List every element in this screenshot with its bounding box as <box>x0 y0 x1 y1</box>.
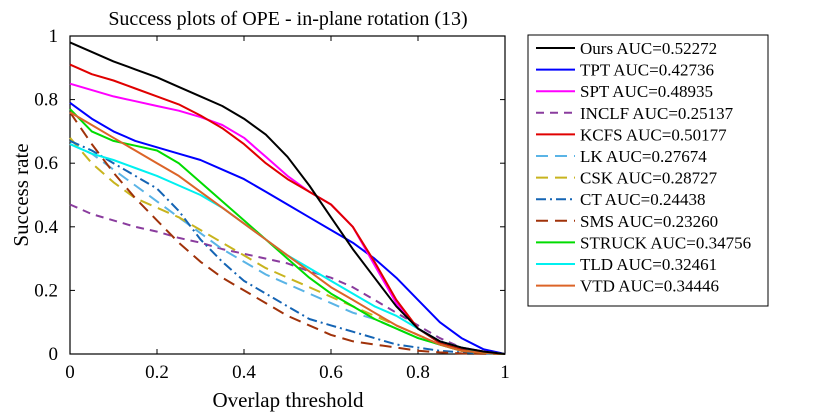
x-tick-label: 0.4 <box>232 362 256 383</box>
plot-area <box>69 35 506 355</box>
y-axis-label: Success rate <box>9 143 33 246</box>
legend-label: SMS AUC=0.23260 <box>580 212 718 231</box>
series-line-ct <box>69 139 506 355</box>
legend-label: CSK AUC=0.28727 <box>580 169 718 188</box>
series-layer <box>69 41 506 355</box>
legend-label: LK AUC=0.27674 <box>580 147 707 166</box>
series-line-tpt <box>69 101 506 355</box>
x-tick-label: 0.8 <box>406 362 430 383</box>
chart-title: Success plots of OPE - in-plane rotation… <box>108 8 467 30</box>
legend-label: CT AUC=0.24438 <box>580 190 705 209</box>
x-tick-label: 1 <box>500 362 510 383</box>
legend-label: SPT AUC=0.48935 <box>580 82 713 101</box>
legend-label: TLD AUC=0.32461 <box>580 255 717 274</box>
axis-ticks: 0 0.2 0.4 0.6 0.8 1 0 0.2 0.4 0.6 0.8 1 <box>34 26 510 383</box>
legend-label: INCLF AUC=0.25137 <box>580 104 734 123</box>
legend-label: VTD AUC=0.34446 <box>580 277 719 296</box>
x-axis-label: Overlap threshold <box>212 388 364 412</box>
y-tick-label: 0 <box>49 344 59 365</box>
legend-label: KCFS AUC=0.50177 <box>580 125 727 144</box>
y-tick-label: 1 <box>49 26 59 47</box>
legend-label: TPT AUC=0.42736 <box>580 61 714 80</box>
series-line-lk <box>69 143 506 355</box>
x-tick-label: 0.2 <box>145 362 169 383</box>
y-tick-label: 0.6 <box>34 153 58 174</box>
series-line-vtd <box>69 111 506 355</box>
legend: Ours AUC=0.52272 TPT AUC=0.42736 SPT AUC=0… <box>527 34 769 307</box>
x-tick-label: 0 <box>65 362 75 383</box>
y-tick-label: 0.4 <box>34 217 58 238</box>
series-line-ours <box>69 41 506 355</box>
series-line-sms <box>69 111 506 355</box>
series-line-inclf <box>69 203 506 355</box>
y-tick-label: 0.8 <box>34 90 58 111</box>
legend-box <box>527 34 769 307</box>
x-tick-label: 0.6 <box>319 362 343 383</box>
legend-label: STRUCK AUC=0.34756 <box>580 233 751 252</box>
legend-label: Ours AUC=0.52272 <box>580 39 717 58</box>
y-tick-label: 0.2 <box>34 280 58 301</box>
